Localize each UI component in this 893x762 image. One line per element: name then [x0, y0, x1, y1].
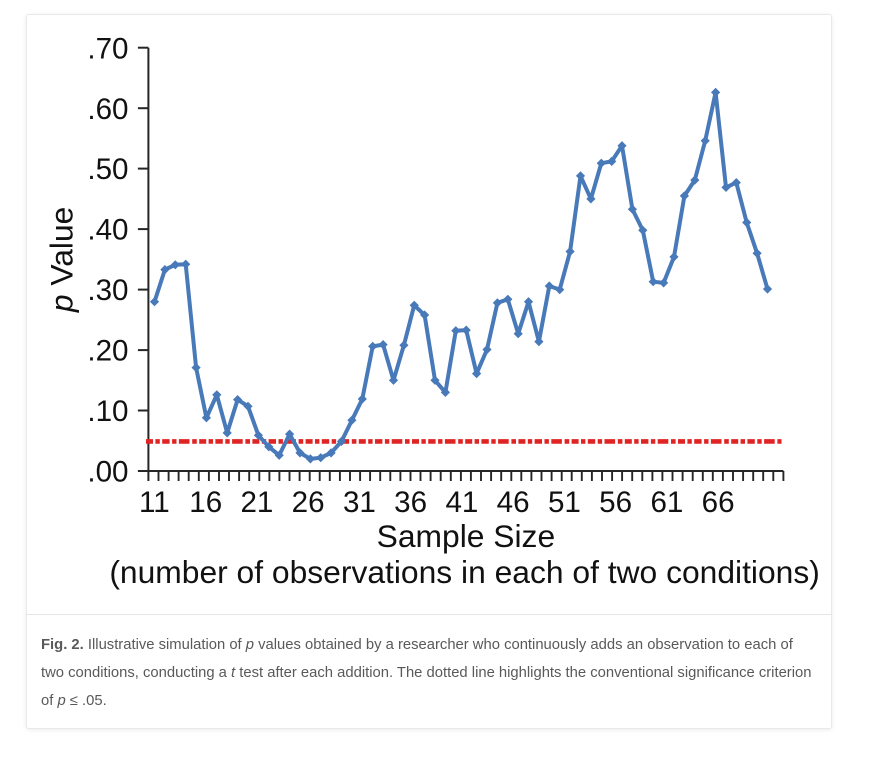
- svg-text:46: 46: [497, 486, 530, 519]
- svg-text:11: 11: [139, 486, 170, 519]
- svg-text:.00: .00: [87, 456, 128, 489]
- svg-text:36: 36: [394, 486, 427, 519]
- svg-text:p Value: p Value: [44, 207, 80, 314]
- svg-text:56: 56: [599, 486, 632, 519]
- svg-text:.70: .70: [87, 32, 128, 65]
- svg-text:.60: .60: [87, 93, 128, 126]
- svg-text:21: 21: [240, 486, 273, 519]
- svg-text:.50: .50: [87, 153, 128, 186]
- svg-text:(number of observations in eac: (number of observations in each of two c…: [109, 554, 820, 590]
- svg-text:.20: .20: [87, 335, 128, 368]
- svg-text:Sample Size: Sample Size: [377, 518, 556, 554]
- svg-text:51: 51: [548, 486, 581, 519]
- svg-text:41: 41: [445, 486, 478, 519]
- svg-text:.40: .40: [87, 214, 128, 247]
- svg-text:61: 61: [650, 486, 683, 519]
- svg-text:66: 66: [702, 486, 735, 519]
- svg-text:26: 26: [292, 486, 325, 519]
- svg-text:31: 31: [343, 486, 376, 519]
- svg-text:.10: .10: [87, 395, 128, 428]
- svg-text:16: 16: [189, 486, 222, 519]
- svg-text:.30: .30: [87, 274, 128, 307]
